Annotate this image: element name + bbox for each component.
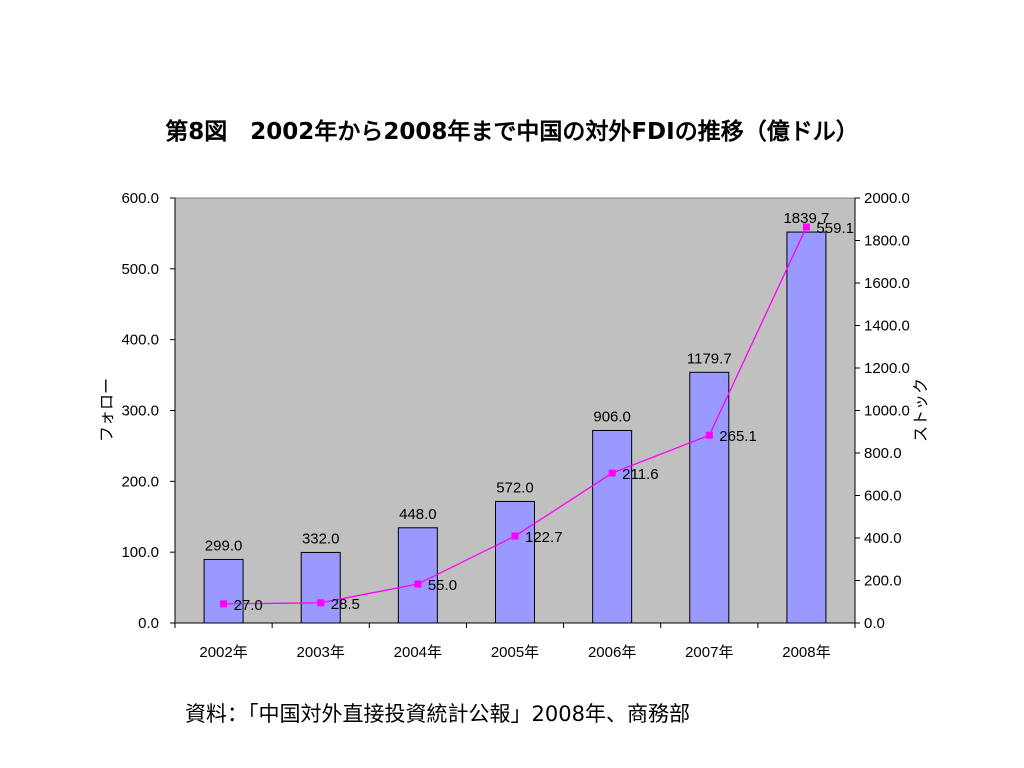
bar: [300, 551, 341, 624]
chart-source-note: 資料：「中国対外直接投資統計公報」2008年、商務部: [185, 702, 690, 726]
line-value-label: 27.0: [234, 597, 263, 614]
line-value-label: 28.5: [331, 596, 360, 613]
line-value-label: 265.1: [719, 428, 757, 445]
bar: [689, 371, 730, 624]
right-tick-label: 0.0: [864, 615, 885, 632]
line-marker: [705, 431, 713, 439]
right-tick-label: 1200.0: [864, 360, 910, 377]
bar: [786, 231, 827, 624]
right-tick-label: 800.0: [864, 445, 902, 462]
bar-value-label: 332.0: [302, 530, 340, 547]
bar: [203, 558, 244, 624]
right-tick-label: 200.0: [864, 573, 902, 590]
right-tick-label: 1400.0: [864, 318, 910, 335]
bar: [592, 429, 633, 624]
bar-value-label: 1839.7: [783, 210, 829, 227]
bar-value-label: 299.0: [205, 537, 243, 554]
x-tick-label: 2005年: [491, 644, 539, 661]
left-tick-label: 0.0: [138, 615, 159, 632]
right-tick-label: 600.0: [864, 488, 902, 505]
right-tick-label: 2000.0: [864, 190, 910, 207]
x-tick-label: 2004年: [394, 644, 442, 661]
left-tick-label: 300.0: [121, 403, 159, 420]
bar-series: [203, 231, 827, 624]
x-tick-label: 2003年: [297, 644, 345, 661]
x-tick-label: 2008年: [782, 644, 830, 661]
left-tick-label: 400.0: [121, 332, 159, 349]
left-tick-label: 600.0: [121, 190, 159, 207]
line-value-label: 55.0: [428, 577, 457, 594]
right-tick-label: 1000.0: [864, 403, 910, 420]
bar-value-label: 906.0: [593, 408, 631, 425]
bar: [495, 500, 535, 624]
data-labels: 299.0 332.0 448.0 572.0 906.0 1179.7 1839.7 27.…: [205, 210, 854, 614]
line-series: [220, 223, 810, 608]
right-tick-label: 400.0: [864, 530, 902, 547]
line-marker: [608, 469, 616, 477]
x-tick-label: 2006年: [588, 644, 636, 661]
line-value-label: 122.7: [525, 529, 563, 546]
bar-value-label: 572.0: [496, 479, 534, 496]
line-marker: [317, 599, 325, 607]
axes: 0.0 100.0 200.0 300.0 400.0 500.0 600.0 0.0 200.…: [99, 190, 930, 661]
line-marker: [414, 580, 422, 588]
left-tick-label: 100.0: [121, 544, 159, 561]
bar-value-label: 1179.7: [687, 350, 732, 367]
right-axis-title: ストック: [912, 378, 930, 442]
line-value-label: 211.6: [622, 466, 658, 483]
line-marker: [802, 223, 810, 231]
right-tick-label: 1800.0: [864, 233, 910, 250]
left-tick-label: 500.0: [121, 261, 159, 278]
left-axis-title: フォロー: [99, 378, 116, 442]
x-tick-label: 2002年: [199, 644, 247, 661]
left-tick-label: 200.0: [121, 473, 159, 490]
right-tick-label: 1600.0: [864, 275, 910, 292]
line-value-label: 559.1: [816, 220, 854, 237]
line-marker: [511, 532, 519, 540]
x-tick-label: 2007年: [685, 644, 733, 661]
bar: [397, 527, 438, 624]
bar-value-label: 448.0: [399, 506, 437, 523]
chart-title: 第8図 2002年から2008年まで中国の対外FDIの推移（億ドル）: [165, 119, 859, 145]
line-marker: [220, 600, 228, 608]
